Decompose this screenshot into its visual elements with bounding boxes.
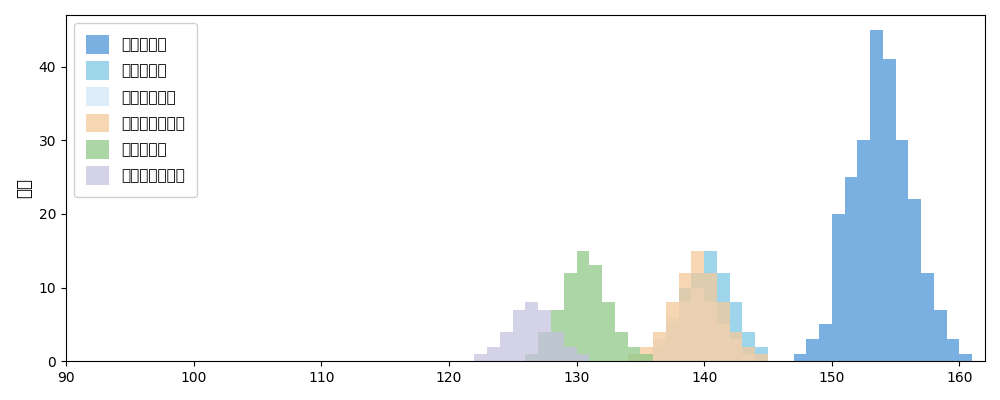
Bar [742, 354, 755, 361]
Bar [934, 310, 947, 361]
Bar [870, 30, 883, 361]
Bar [755, 354, 768, 361]
Bar [691, 273, 704, 361]
Bar [921, 273, 934, 361]
Bar [742, 332, 755, 361]
Bar [653, 339, 666, 361]
Bar [679, 288, 691, 361]
Bar [602, 302, 615, 361]
Bar [819, 324, 832, 361]
Bar [857, 140, 870, 361]
Bar [691, 288, 704, 361]
Bar [640, 346, 653, 361]
Bar [564, 346, 577, 361]
Bar [845, 177, 857, 361]
Bar [908, 199, 921, 361]
Bar [525, 302, 538, 361]
Bar [896, 140, 908, 361]
Bar [755, 346, 768, 361]
Bar [628, 346, 640, 361]
Bar [666, 302, 679, 361]
Bar [640, 354, 653, 361]
Bar [717, 324, 730, 361]
Bar [806, 339, 819, 361]
Bar [487, 346, 500, 361]
Bar [577, 354, 589, 361]
Bar [730, 339, 742, 361]
Bar [551, 332, 564, 361]
Bar [653, 346, 666, 361]
Bar [525, 354, 538, 361]
Bar [551, 310, 564, 361]
Legend: ストレート, ツーシーム, カットボール, チェンジアップ, スライダー, ナックルカーブ: ストレート, ツーシーム, カットボール, チェンジアップ, スライダー, ナッ… [74, 23, 197, 197]
Bar [730, 302, 742, 361]
Bar [666, 324, 679, 361]
Bar [653, 332, 666, 361]
Bar [500, 332, 513, 361]
Bar [704, 251, 717, 361]
Bar [883, 59, 896, 361]
Bar [717, 273, 730, 361]
Bar [474, 354, 487, 361]
Bar [704, 273, 717, 361]
Bar [615, 332, 628, 361]
Bar [704, 302, 717, 361]
Y-axis label: 球数: 球数 [15, 178, 33, 198]
Bar [794, 354, 806, 361]
Bar [717, 302, 730, 361]
Bar [589, 266, 602, 361]
Bar [577, 251, 589, 361]
Bar [679, 273, 691, 361]
Bar [564, 273, 577, 361]
Bar [538, 310, 551, 361]
Bar [742, 346, 755, 361]
Bar [538, 332, 551, 361]
Bar [679, 302, 691, 361]
Bar [640, 354, 653, 361]
Bar [730, 332, 742, 361]
Bar [947, 339, 959, 361]
Bar [628, 354, 640, 361]
Bar [666, 317, 679, 361]
Bar [832, 214, 845, 361]
Bar [691, 251, 704, 361]
Bar [513, 310, 525, 361]
Bar [959, 354, 972, 361]
